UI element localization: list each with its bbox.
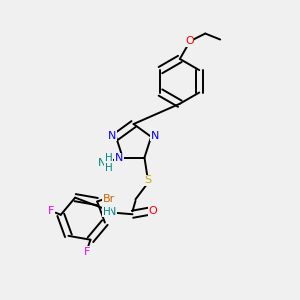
Text: O: O bbox=[185, 36, 194, 46]
Text: H: H bbox=[105, 152, 112, 163]
Text: H: H bbox=[103, 207, 110, 217]
Text: N: N bbox=[98, 158, 106, 168]
Text: F: F bbox=[84, 247, 91, 257]
Text: Br: Br bbox=[103, 194, 115, 203]
Text: N: N bbox=[108, 131, 116, 141]
Text: F: F bbox=[48, 206, 55, 216]
Text: H: H bbox=[105, 163, 112, 173]
Text: N: N bbox=[115, 153, 123, 164]
Text: S: S bbox=[145, 175, 152, 185]
Text: N: N bbox=[108, 207, 117, 217]
Text: N: N bbox=[151, 131, 159, 141]
Text: O: O bbox=[148, 206, 157, 216]
